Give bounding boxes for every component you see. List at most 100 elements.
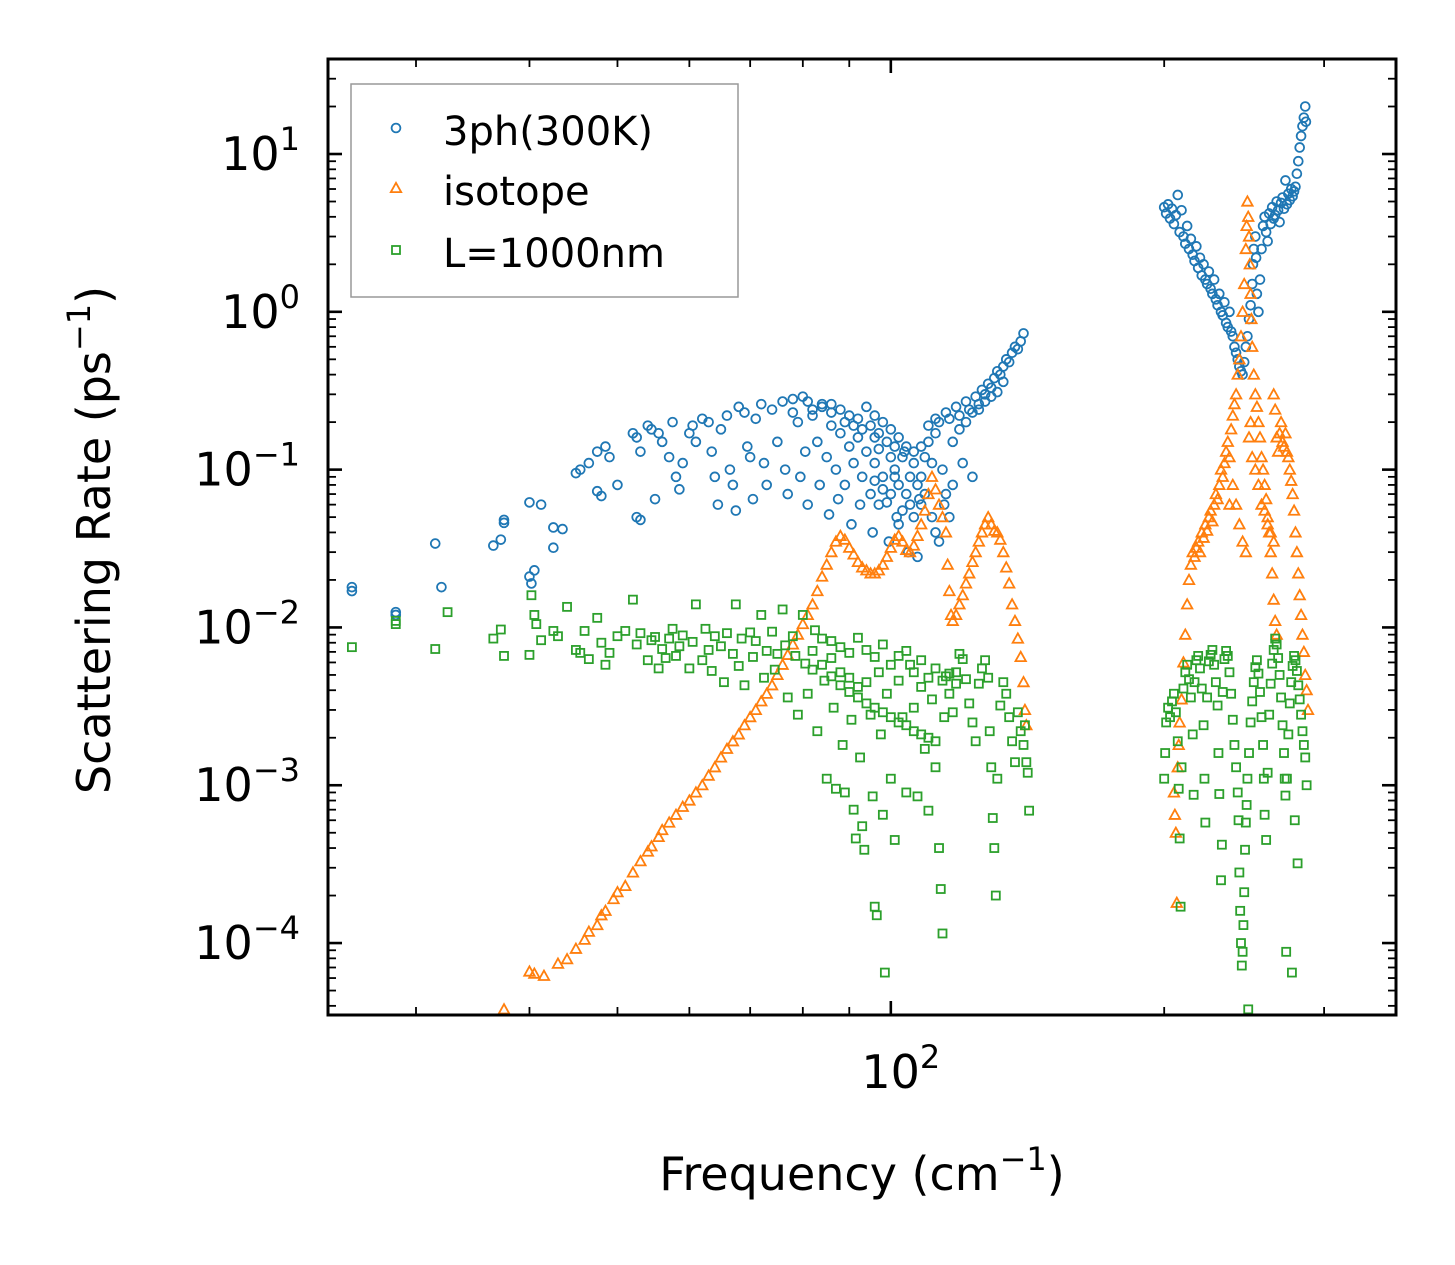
3ph-point <box>724 464 736 475</box>
3ph-point <box>709 471 721 483</box>
boundary-point <box>664 633 675 644</box>
isotope-point <box>1247 367 1261 380</box>
isotope-point <box>1283 462 1297 475</box>
boundary-point <box>697 655 708 666</box>
boundary-point <box>430 644 441 654</box>
isotope-point <box>1253 430 1267 443</box>
3ph-point <box>846 519 857 530</box>
3ph-point <box>596 490 607 502</box>
x-axis-title-main: Frequency (cm <box>659 1147 999 1201</box>
3ph-point <box>973 398 985 410</box>
3ph-point <box>926 457 938 469</box>
isotope-point <box>796 617 810 630</box>
isotope-point <box>1248 387 1263 400</box>
isotope-point <box>1242 430 1256 443</box>
3ph-point <box>703 416 714 428</box>
boundary-point <box>964 698 975 709</box>
y-axis-title: Scattering Rate (ps−1) <box>60 286 121 794</box>
3ph-point <box>1181 220 1193 232</box>
3ph-point <box>826 420 837 431</box>
3ph-point <box>940 488 952 500</box>
isotope-point <box>633 854 648 867</box>
boundary-point <box>706 666 717 676</box>
isotope-point <box>560 952 574 965</box>
isotope-point <box>1260 517 1275 530</box>
3ph-point <box>1191 241 1202 252</box>
boundary-point <box>1196 683 1207 694</box>
boundary-point <box>1185 692 1196 703</box>
3ph-point <box>346 585 358 597</box>
boundary-point <box>828 702 839 713</box>
3ph-point <box>795 471 806 483</box>
boundary-point <box>881 688 892 699</box>
3ph-point <box>1229 341 1240 353</box>
boundary-point <box>1264 709 1275 720</box>
isotope-point <box>1193 545 1207 558</box>
isotope-point <box>1016 675 1031 688</box>
isotope-point <box>984 517 998 530</box>
boundary-point <box>1012 707 1023 718</box>
axis-tick-labels: 101 100 10−1 10−2 10−3 10−4 102 <box>194 120 940 1099</box>
boundary-point <box>817 659 827 670</box>
isotope-point <box>846 547 861 560</box>
3ph-point <box>904 499 916 510</box>
3ph-point <box>900 441 912 452</box>
isotope-point <box>786 637 800 650</box>
3ph-point <box>947 479 959 491</box>
3ph-point <box>869 457 881 469</box>
boundary-point <box>826 636 837 646</box>
isotope-point <box>676 799 690 812</box>
3ph-point <box>1203 266 1215 277</box>
boundary-point <box>1291 666 1302 676</box>
3ph-point <box>908 446 920 457</box>
3ph-point <box>1280 175 1291 186</box>
isotope-point <box>1231 367 1245 380</box>
boundary-point <box>719 677 729 688</box>
boundary-point <box>1205 649 1216 660</box>
boundary-point <box>759 672 769 683</box>
boundary-point <box>1265 678 1276 689</box>
isotope-point <box>1243 415 1258 428</box>
isotope-point <box>765 678 779 691</box>
3ph-point <box>807 404 818 415</box>
boundary-point <box>930 663 941 674</box>
boundary-point <box>1292 858 1303 869</box>
boundary-point <box>885 773 896 784</box>
isotope-point <box>1239 218 1254 232</box>
isotope-point <box>1266 592 1281 605</box>
boundary-point <box>1261 835 1272 845</box>
isotope-point <box>689 785 703 798</box>
3ph-point <box>755 398 767 410</box>
boundary-point <box>745 627 756 638</box>
boundary-point <box>1301 780 1312 791</box>
isotope-point <box>1184 557 1198 570</box>
isotope-point <box>590 918 604 931</box>
isotope-point <box>720 741 734 754</box>
3ph-point <box>761 479 773 491</box>
boundary-point <box>1283 729 1294 740</box>
isotope-point <box>1251 415 1266 428</box>
isotope-point <box>942 584 957 597</box>
boundary-point <box>908 702 919 713</box>
isotope-point <box>1227 397 1242 410</box>
boundary-point <box>1169 688 1179 699</box>
3ph-point <box>557 523 568 535</box>
boundary-point <box>1280 790 1291 801</box>
boundary-point <box>1007 736 1017 747</box>
boundary-point <box>861 645 872 655</box>
boundary-point <box>930 736 941 747</box>
boundary-point <box>857 821 868 832</box>
isotope-point <box>962 566 976 579</box>
boundary-point <box>674 641 685 652</box>
isotope-point <box>876 557 890 570</box>
isotope-point <box>999 560 1013 573</box>
3ph-point <box>1198 259 1209 270</box>
boundary-point <box>1290 655 1301 666</box>
isotope-point <box>1222 497 1237 510</box>
3ph-point <box>346 581 358 593</box>
boundary-point <box>1024 805 1035 816</box>
isotope-point <box>1002 576 1016 589</box>
3ph-point <box>843 441 855 452</box>
3ph-point <box>1295 130 1307 142</box>
3ph-point <box>950 401 962 413</box>
